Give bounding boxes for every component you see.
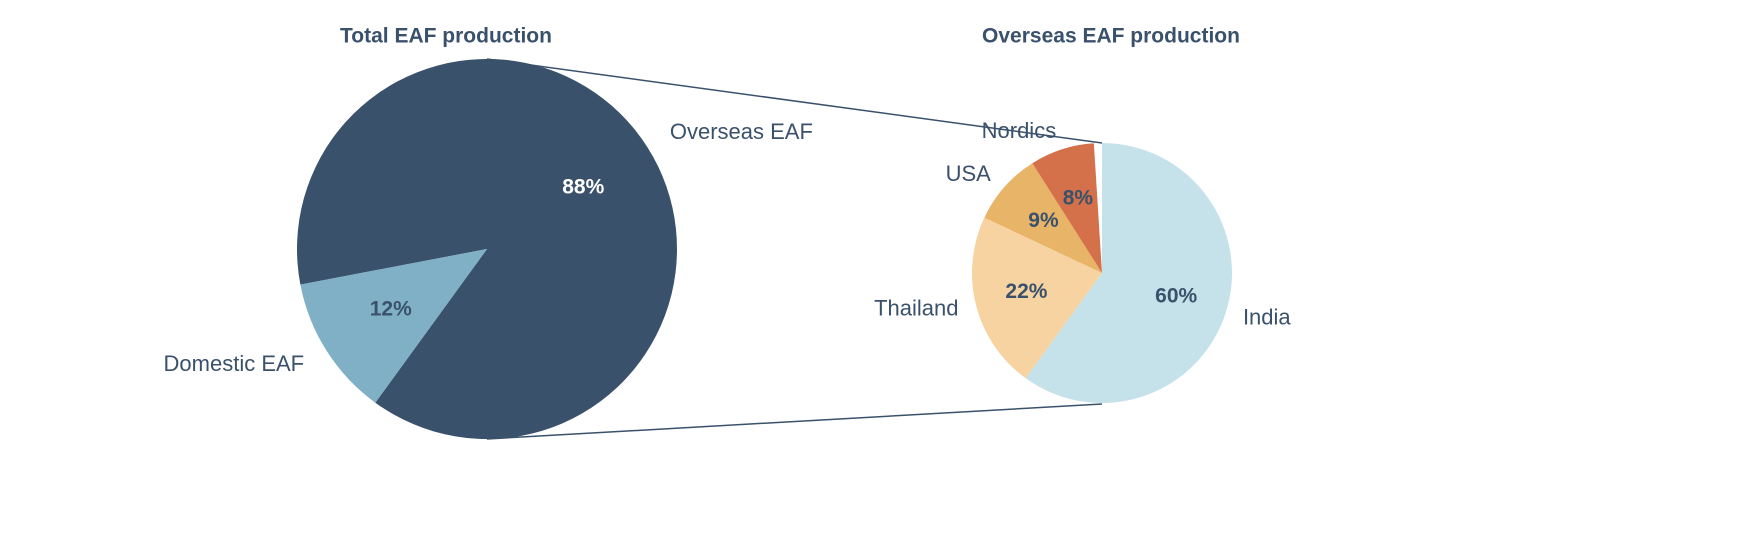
value-label: 60%	[1155, 285, 1197, 308]
category-label: Nordics	[982, 118, 1057, 143]
chart-title: Overseas EAF production	[982, 25, 1240, 48]
connector-line	[486, 58, 1103, 144]
connector-line	[486, 403, 1103, 440]
value-label: 12%	[370, 298, 412, 321]
value-label: 88%	[562, 175, 604, 198]
value-label: 8%	[1063, 186, 1094, 209]
value-label: 9%	[1028, 209, 1059, 232]
value-label: 22%	[1005, 280, 1047, 303]
category-label: Domestic EAF	[164, 351, 305, 376]
category-label: USA	[946, 161, 992, 186]
pie-slice	[300, 249, 487, 403]
pie-slice	[1032, 143, 1102, 273]
category-label: India	[1243, 305, 1291, 330]
category-label: Thailand	[874, 296, 958, 321]
pie-slice	[984, 163, 1102, 273]
chart-title: Total EAF production	[340, 25, 552, 48]
pie-slice	[1025, 143, 1233, 403]
pie-slice	[972, 217, 1102, 379]
category-label: Overseas EAF	[670, 119, 813, 144]
pie-slice	[297, 58, 677, 439]
